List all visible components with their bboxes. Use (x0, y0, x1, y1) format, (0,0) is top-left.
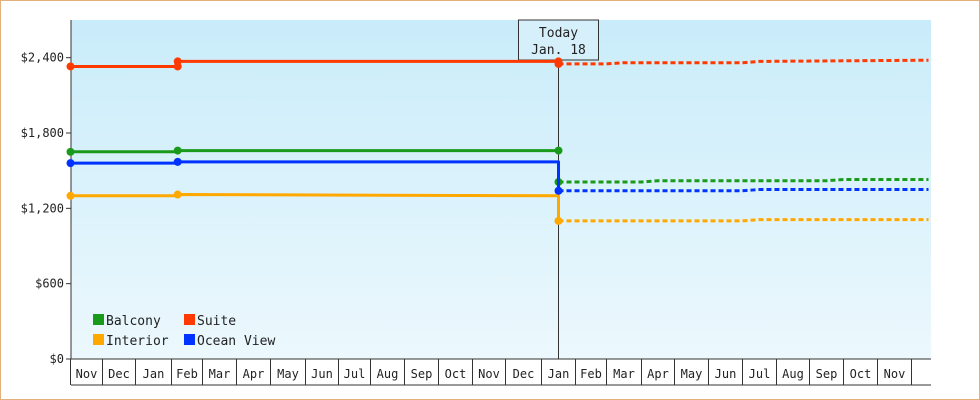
x-axis-ticks: Nov Dec Jan Feb Mar Apr May Jun Jul Aug Sep Oct Nov D… (70, 359, 931, 386)
data-point-interior (173, 190, 182, 199)
series-forecast-ocean-view (558, 188, 929, 193)
x-tick-label: Jan (548, 367, 570, 381)
x-tick-label: Jul (344, 367, 366, 381)
series-forecast-suite (558, 58, 929, 66)
legend-label-balcony: Balcony (106, 314, 161, 329)
data-point-suite (173, 57, 182, 66)
legend-swatch-interior (93, 334, 104, 345)
data-point-suite (554, 59, 563, 68)
legend-label-ocean-view: Ocean View (197, 334, 275, 349)
x-tick-label: Apr (647, 367, 669, 381)
x-tick-label: Apr (243, 367, 265, 381)
data-point-suite (66, 62, 75, 71)
series-line-balcony (70, 149, 559, 154)
plot-background (71, 20, 931, 359)
data-point-interior (554, 216, 563, 225)
legend-swatch-balcony (93, 314, 104, 325)
x-tick-label: Sep (816, 367, 838, 381)
x-tick-label: Mar (209, 367, 231, 381)
legend-swatch-ocean-view (184, 334, 195, 345)
x-tick-label: Nov (76, 367, 98, 381)
data-point-balcony (554, 146, 563, 155)
series-line-ocean-view (70, 160, 560, 191)
y-axis-ticks: $0 $600 $1,200 $1,800 $2,400 (21, 51, 71, 366)
x-tick-label: Nov (884, 367, 906, 381)
data-point-interior (66, 191, 75, 200)
today-label-box (518, 19, 599, 61)
series-forecast-interior (558, 218, 929, 223)
x-tick-label: Oct (445, 367, 467, 381)
x-tick-label: Nov (478, 367, 500, 381)
y-tick-label: $1,200 (21, 201, 64, 215)
data-point-ocean-view (173, 157, 182, 166)
series-line-interior (70, 193, 560, 221)
y-tick-label: $0 (50, 352, 64, 366)
today-marker: Today Jan. 18 (518, 19, 599, 359)
x-tick-label: May (277, 367, 299, 381)
x-tick-label: Sep (411, 367, 433, 381)
x-tick-label: Dec (513, 367, 535, 381)
today-date: Jan. 18 (531, 43, 586, 58)
data-point-balcony (66, 147, 75, 156)
x-tick-label: Mar (613, 367, 635, 381)
x-tick-label: Jun (715, 367, 737, 381)
data-point-balcony (173, 146, 182, 155)
x-tick-label: Feb (580, 367, 602, 381)
x-tick-label: Jul (749, 367, 771, 381)
today-label: Today (539, 26, 578, 41)
x-tick-label: Jan (143, 367, 165, 381)
legend-label-interior: Interior (106, 334, 169, 349)
x-tick-label: Feb (176, 367, 198, 381)
y-tick-label: $2,400 (21, 51, 64, 65)
y-tick-label: $600 (35, 277, 64, 291)
data-point-ocean-view (66, 159, 75, 168)
x-tick-label: Oct (850, 367, 872, 381)
legend-swatch-suite (184, 314, 195, 325)
series-layer (66, 57, 929, 225)
x-tick-label: Jun (311, 367, 333, 381)
y-tick-label: $1,800 (21, 126, 64, 140)
data-point-ocean-view (554, 186, 563, 195)
x-tick-label: May (681, 367, 703, 381)
x-tick-label: Dec (108, 367, 130, 381)
legend: Balcony Suite Interior Ocean View (93, 314, 275, 349)
x-tick-label: Aug (782, 367, 804, 381)
x-tick-label: Aug (377, 367, 399, 381)
legend-label-suite: Suite (197, 314, 236, 329)
series-forecast-balcony (558, 178, 929, 184)
